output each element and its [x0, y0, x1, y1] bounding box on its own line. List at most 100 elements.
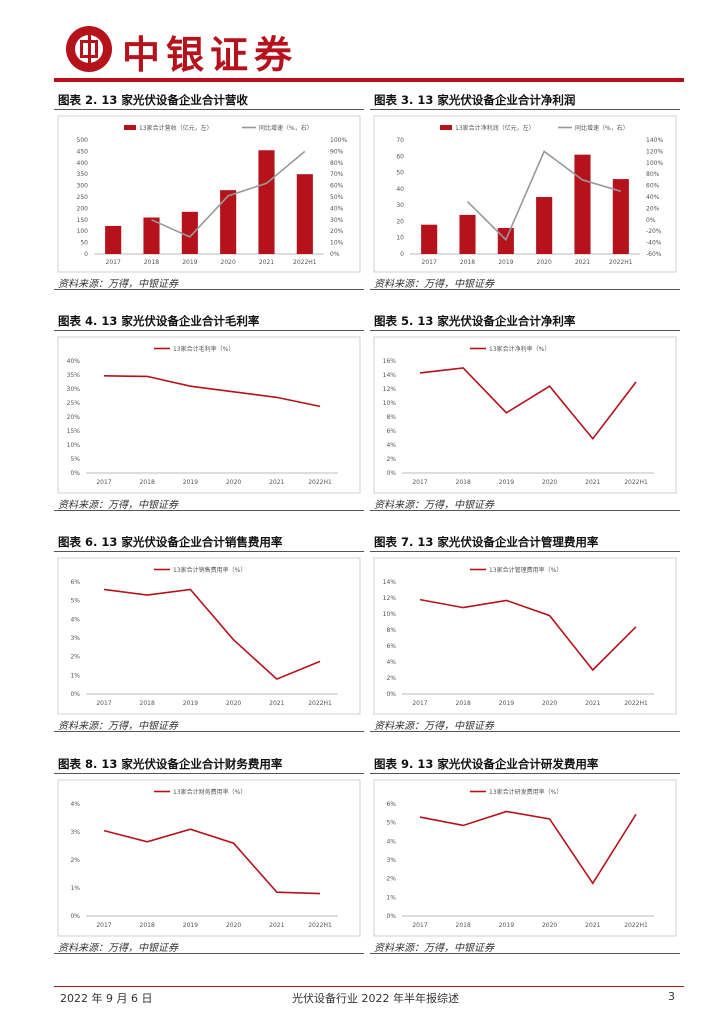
chart-6: 0% 1% 2% 3% 4% 5% 6% 2017 2018 2019 2020 2021 2022H1…	[57, 557, 361, 715]
legend-label-bar: 13家合计净利润（亿元，左）	[455, 124, 535, 132]
x-tick-label: 2018	[140, 479, 155, 486]
source-note: 资料来源：万得，中银证券	[374, 279, 494, 290]
y-tick-label: 2%	[70, 857, 80, 864]
y-tick-label: 0%	[70, 913, 80, 920]
bar	[296, 174, 313, 254]
y-tick-label: 40%	[67, 358, 81, 365]
y-tick-label: 6%	[386, 801, 396, 808]
y-tick-label-right: 0%	[330, 251, 340, 258]
legend-label: 13家合计毛利率（%）	[173, 345, 234, 353]
logo-bar-mark	[88, 30, 91, 68]
figure-title: 图表 5. 13 家光伏设备企业合计净利率	[374, 314, 576, 328]
y-tick-label-left: 100	[77, 228, 89, 235]
series-line	[103, 828, 321, 895]
x-tick-label: 2020	[226, 922, 241, 929]
x-tick-label: 2018	[460, 259, 475, 266]
y-tick-label-left: 450	[77, 148, 89, 155]
bar	[574, 154, 591, 254]
y-tick-label-right: -40%	[646, 240, 662, 247]
figure-title: 图表 8. 13 家光伏设备企业合计财务费用率	[58, 757, 283, 771]
y-tick-label: 0%	[70, 470, 80, 477]
source-rule	[54, 953, 364, 954]
y-tick-label-left: 30	[396, 202, 404, 209]
y-tick-label-right: 60%	[646, 183, 660, 190]
x-tick-label: 2021	[585, 700, 600, 707]
source-rule	[370, 731, 680, 732]
y-tick-label: 4%	[70, 801, 80, 808]
bar	[181, 211, 198, 254]
chart-2: 0 50 100 150 200 250 300 350 400 450 500 0% 10% 20% 30…	[57, 115, 361, 273]
bar	[220, 190, 237, 254]
legend-label-line: 同比增速（%，右）	[575, 124, 629, 132]
x-tick-label: 2018	[456, 479, 471, 486]
bar	[536, 197, 553, 254]
y-tick-label: 0%	[386, 913, 396, 920]
bar	[497, 227, 514, 254]
y-tick-label-right: 40%	[330, 205, 344, 212]
y-tick-label: 5%	[70, 456, 80, 463]
y-tick-label: 3%	[386, 857, 396, 864]
y-tick-label-right: 100%	[646, 160, 663, 167]
x-tick-label: 2020	[542, 922, 557, 929]
y-tick-label-right: 140%	[646, 137, 663, 144]
x-tick-label: 2019	[183, 479, 198, 486]
y-tick-label: 2%	[386, 675, 396, 682]
bar	[143, 217, 160, 254]
y-tick-label-left: 10	[396, 235, 404, 242]
y-tick-label-right: 60%	[330, 183, 344, 190]
x-tick-label: 2019	[498, 259, 513, 266]
y-tick-label-right: 80%	[330, 160, 344, 167]
y-tick-label-left: 50	[396, 170, 404, 177]
y-tick-label-left: 0	[84, 251, 88, 258]
y-tick-label: 5%	[386, 820, 396, 827]
x-tick-label: 2021	[269, 479, 284, 486]
y-tick-label-right: 100%	[330, 137, 347, 144]
x-tick-label: 2020	[221, 259, 236, 266]
x-tick-label: 2019	[183, 922, 198, 929]
title-rule	[54, 109, 364, 110]
chart-frame	[57, 336, 361, 494]
y-tick-label: 5%	[70, 598, 80, 605]
x-tick-label: 2022H1	[293, 259, 317, 266]
y-tick-label-right: 0%	[646, 217, 656, 224]
y-tick-label: 14%	[383, 579, 397, 586]
series-line	[103, 375, 321, 408]
x-tick-label: 2017	[106, 259, 121, 266]
chart-9: 0% 1% 2% 3% 4% 5% 6% 2017 2018 2019 2020 2021 2022H1…	[373, 779, 677, 937]
chart-3: 0 10 20 30 40 50 60 70 -60% -40% -20% 0% 20% 40% 60% 80…	[373, 115, 677, 273]
source-rule	[370, 953, 680, 954]
x-tick-label: 2022H1	[609, 259, 633, 266]
footer-rule	[54, 986, 684, 987]
x-tick-label: 2017	[96, 922, 111, 929]
x-tick-label: 2019	[182, 259, 197, 266]
source-note: 资料来源：万得，中银证券	[374, 500, 494, 511]
growth-line	[151, 150, 306, 238]
y-tick-label: 6%	[386, 428, 396, 435]
y-tick-label: 12%	[383, 595, 397, 602]
y-tick-label: 16%	[383, 358, 397, 365]
y-tick-label-left: 50	[80, 240, 88, 247]
figure-title: 图表 3. 13 家光伏设备企业合计净利润	[374, 93, 576, 107]
figure-title: 图表 7. 13 家光伏设备企业合计管理费用率	[374, 535, 599, 549]
chart-frame	[373, 336, 677, 494]
legend-label-bar: 13家合计营收（亿元，左）	[139, 124, 213, 132]
brand-name: 中银证券	[122, 32, 299, 77]
x-tick-label: 2017	[412, 922, 427, 929]
x-tick-label: 2020	[542, 479, 557, 486]
y-tick-label: 8%	[386, 627, 396, 634]
bar	[258, 150, 275, 254]
y-tick-label-left: 200	[77, 205, 89, 212]
y-tick-label-left: 40	[396, 186, 404, 193]
title-rule	[54, 773, 364, 774]
source-rule	[54, 510, 364, 511]
x-tick-label: 2021	[575, 259, 590, 266]
x-tick-label: 2021	[269, 700, 284, 707]
legend-label: 13家合计净利率（%）	[489, 345, 550, 353]
y-tick-label-right: 20%	[330, 228, 344, 235]
y-tick-label-right: -20%	[646, 228, 662, 235]
growth-line	[466, 150, 622, 242]
legend-label: 13家合计销售费用率（%）	[173, 566, 246, 574]
y-tick-label: 1%	[70, 885, 80, 892]
series-line	[419, 810, 637, 885]
source-rule	[370, 289, 680, 290]
